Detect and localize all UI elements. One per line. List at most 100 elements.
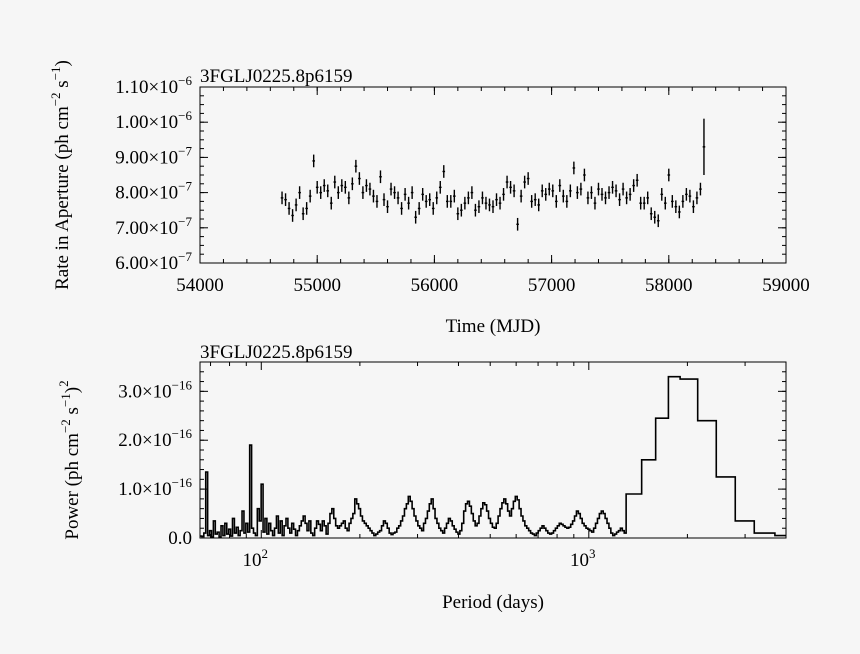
light-curve-point [298, 186, 301, 199]
light-curve-y-tick-label: 6.00×10−7 [115, 249, 192, 274]
light-curve-point [463, 196, 467, 210]
periodogram-x-tick-label: 102 [243, 546, 268, 571]
light-curve-point [642, 196, 646, 210]
light-curve-point [590, 186, 593, 199]
light-curve-point [663, 196, 667, 210]
light-curve-point [326, 184, 330, 198]
light-curve-point [393, 186, 396, 199]
light-curve-point [386, 200, 389, 214]
light-curve-point [333, 175, 337, 189]
light-curve-x-ticks: 54000 55000 56000 57000 58000 59000 [176, 87, 810, 296]
light-curve-point [576, 186, 579, 199]
light-curve-y-tick-label: 1.10×10−6 [115, 73, 192, 98]
periodogram-y-label: Power (ph cm−2 s−1)2 [56, 380, 83, 539]
periodogram-panel: 3FGLJ0225.8p6159 0.0 1.0×10−16 2.0×10−16 3.… [56, 342, 787, 613]
light-curve-point [428, 193, 432, 206]
light-curve-point [382, 193, 386, 206]
light-curve-point [671, 195, 674, 208]
light-curve-point [417, 202, 421, 215]
light-curve-point [646, 191, 650, 205]
light-curve-point [365, 179, 368, 192]
light-curve-point [498, 196, 502, 210]
light-curve-point [509, 180, 512, 194]
light-curve-point [284, 193, 287, 206]
light-curve-point [558, 179, 562, 192]
light-curve-point [526, 172, 530, 185]
light-curve-point [414, 210, 417, 224]
light-curve-y-tick-label: 9.00×10−7 [115, 143, 192, 168]
periodogram-y-tick-label: 1.0×10−16 [118, 475, 192, 500]
light-curve-point [354, 159, 358, 173]
light-curve-point [484, 196, 488, 210]
light-curve-point [678, 205, 681, 219]
light-curve-point [449, 195, 453, 208]
light-curve-point [379, 170, 382, 184]
light-curve-point [336, 186, 340, 199]
light-curve-point [438, 180, 442, 194]
light-curve-point [635, 173, 639, 187]
light-curve-point [322, 179, 326, 192]
light-curve-point [305, 202, 308, 215]
light-curve-frame [199, 86, 787, 264]
light-curve-x-tick-label: 59000 [762, 275, 810, 296]
light-curve-x-label: Time (MJD) [446, 316, 541, 337]
light-curve-y-label: Rate in Aperture (ph cm−2 s−1) [48, 60, 73, 290]
light-curve-point [470, 186, 474, 199]
light-curve-point [569, 184, 572, 198]
light-curve-point [495, 193, 498, 206]
light-curve-point [554, 195, 558, 208]
light-curve-point [667, 168, 671, 182]
light-curve-points [280, 118, 706, 231]
light-curve-point [702, 118, 706, 175]
periodogram-power-line [200, 375, 786, 538]
light-curve-point [583, 168, 586, 182]
periodogram-y-ticks: 0.0 1.0×10−16 2.0×10−16 3.0×10−16 [118, 361, 786, 549]
periodogram-x-ticks: 102 103 [210, 362, 787, 571]
light-curve-point [660, 188, 664, 201]
light-curve-point [407, 196, 410, 210]
light-curve-point [547, 182, 551, 196]
light-curve-point [597, 182, 600, 196]
light-curve-point [474, 203, 477, 217]
light-curve-point [565, 195, 569, 208]
light-curve-point [424, 195, 428, 208]
light-curve-point [621, 182, 625, 196]
light-curve-point [614, 184, 618, 198]
periodogram-y-tick-label: 2.0×10−16 [118, 426, 192, 451]
light-curve-point [695, 191, 699, 205]
light-curve-point [442, 165, 446, 178]
light-curve-point [389, 182, 393, 196]
light-curve-x-tick-label: 56000 [411, 275, 459, 296]
light-curve-point [294, 198, 298, 212]
light-curve-panel: 3FGLJ0225.8p6159 6.00×10−7 7.00×10−7 8.00×… [48, 60, 810, 337]
light-curve-point [639, 196, 642, 210]
light-curve-point [456, 207, 460, 221]
light-curve-point [502, 188, 505, 201]
light-curve-title: 3FGLJ0225.8p6159 [200, 66, 353, 87]
light-curve-point [586, 191, 590, 205]
light-curve-point [358, 172, 361, 185]
light-curve-point [625, 191, 628, 205]
light-curve-point [523, 175, 526, 189]
light-curve-point [544, 188, 548, 201]
light-curve-point [396, 191, 400, 205]
light-curve-point [530, 195, 533, 208]
light-curve-point [611, 180, 614, 194]
light-curve-point [653, 210, 657, 224]
light-curve-point [312, 154, 315, 168]
light-curve-point [445, 195, 449, 208]
light-curve-point [319, 186, 323, 199]
light-curve-point [421, 188, 424, 201]
light-curve-point [593, 196, 597, 210]
light-curve-point [361, 186, 365, 199]
light-curve-point [537, 198, 541, 212]
light-curve-point [540, 184, 544, 198]
light-curve-y-tick-label: 8.00×10−7 [115, 179, 192, 204]
light-curve-point [481, 191, 484, 205]
light-curve-point [628, 188, 632, 201]
light-curve-point [632, 179, 635, 192]
light-curve-point [681, 195, 685, 208]
light-curve-point [431, 202, 435, 215]
periodogram-x-tick-label: 103 [570, 546, 596, 571]
